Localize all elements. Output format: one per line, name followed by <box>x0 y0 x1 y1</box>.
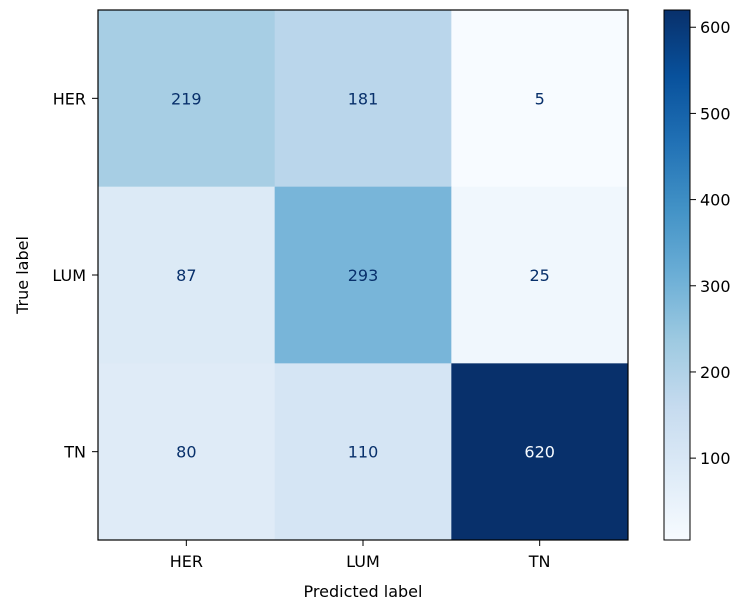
heatmap-cell <box>274 186 452 364</box>
cell-value-label: 87 <box>176 266 196 285</box>
colorbar-tick-label: 200 <box>700 363 731 382</box>
y-axis-ticks: HER LUM TN <box>52 89 98 462</box>
heatmap-cell <box>274 363 452 541</box>
colorbar-ticks: 100 200 300 400 500 600 <box>690 18 731 468</box>
colorbar-tick-label: 100 <box>700 449 731 468</box>
cell-value-label: 181 <box>348 89 379 108</box>
heatmap-cell <box>98 186 276 364</box>
heatmap-cell <box>451 363 629 541</box>
x-tick-label: LUM <box>346 552 380 571</box>
colorbar-tick-label: 600 <box>700 18 731 37</box>
cell-value-label: 25 <box>529 266 549 285</box>
x-axis-title: Predicted label <box>304 582 423 601</box>
heatmap-cells <box>98 10 629 541</box>
cell-value-label: 110 <box>348 443 379 462</box>
y-tick-label: TN <box>63 443 86 462</box>
y-tick-label: HER <box>53 89 86 108</box>
cell-value-label: 5 <box>535 89 545 108</box>
cell-value-label: 620 <box>524 443 555 462</box>
colorbar-tick-label: 500 <box>700 104 731 123</box>
heatmap-cell <box>451 10 629 188</box>
heatmap-cell <box>98 10 276 188</box>
heatmap-cell-labels: 219 181 5 87 293 25 80 110 620 <box>171 89 555 461</box>
heatmap-cell <box>98 363 276 541</box>
colorbar-tick-label: 400 <box>700 191 731 210</box>
x-tick-label: TN <box>528 552 551 571</box>
cell-value-label: 293 <box>348 266 379 285</box>
heatmap-cell <box>274 10 452 188</box>
y-axis-title: True label <box>13 236 32 315</box>
y-tick-label: LUM <box>52 266 86 285</box>
colorbar <box>663 9 691 541</box>
x-tick-label: HER <box>170 552 203 571</box>
heatmap-cell <box>451 186 629 364</box>
cell-value-label: 219 <box>171 89 202 108</box>
x-axis-ticks: HER LUM TN <box>170 540 551 571</box>
colorbar-tick-label: 300 <box>700 277 731 296</box>
cell-value-label: 80 <box>176 443 196 462</box>
